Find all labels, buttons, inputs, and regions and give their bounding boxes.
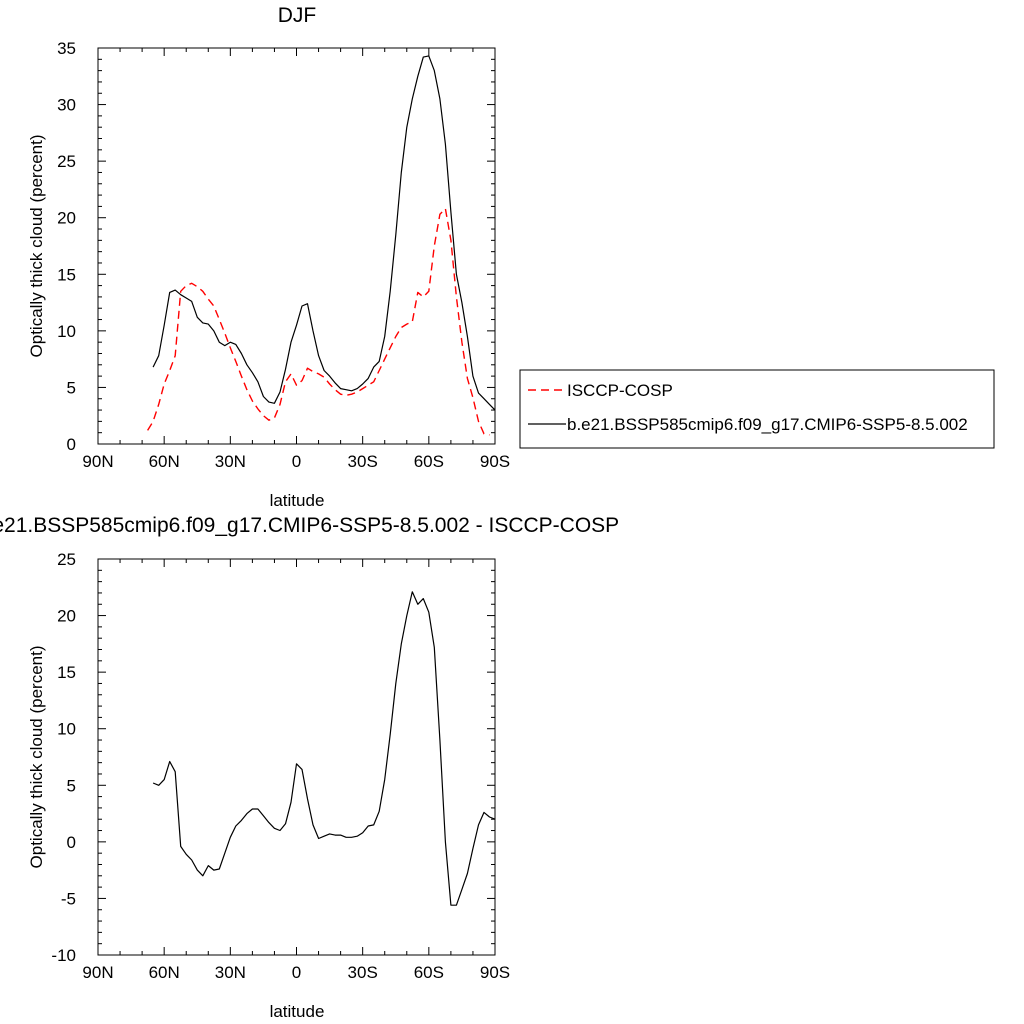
panel1-ylabel: Optically thick cloud (percent) (27, 135, 46, 358)
panel2-ytick-label: -10 (51, 946, 76, 965)
panel1-xtick-label: 90S (480, 452, 510, 471)
panel2-ytick-label: 25 (57, 550, 76, 569)
panel2-title: b.e21.BSSP585cmip6.f09_g17.CMIP6-SSP5-8.… (0, 514, 619, 537)
legend-label-model: b.e21.BSSP585cmip6.f09_g17.CMIP6-SSP5-8.… (567, 415, 968, 434)
panel1-ytick-label: 5 (67, 378, 76, 397)
panel1-series-line-model (152, 55, 496, 411)
panel1-xtick-label: 30S (348, 452, 378, 471)
panel2-xtick-label: 90S (480, 963, 510, 982)
legend-box (519, 369, 995, 449)
panel2-ytick-label: 0 (67, 833, 76, 852)
panel1-title: DJF (278, 4, 317, 27)
panel1-xtick-label: 90N (82, 452, 113, 471)
panel1-ytick-label: 10 (57, 322, 76, 341)
legend-label-isccp: ISCCP-COSP (567, 381, 673, 400)
panel1-xlabel: latitude (270, 491, 325, 510)
panel2-ytick-label: 5 (67, 776, 76, 795)
panel1-xtick-label: 60S (414, 452, 444, 471)
panel2-frame (97, 558, 496, 956)
panel1-ytick-label: 30 (57, 96, 76, 115)
panel1-xtick-label: 0 (292, 452, 301, 471)
panel2-ytick-label: -5 (61, 889, 76, 908)
panel2-xtick-label: 90N (82, 963, 113, 982)
panel2-xtick-label: 30N (215, 963, 246, 982)
panel1-ytick-label: 0 (67, 435, 76, 454)
panel1-xtick-label: 60N (149, 452, 180, 471)
panel2-ylabel: Optically thick cloud (percent) (27, 646, 46, 869)
panel1-plot: 90N 60N 30N 0 30S 60S 90S 0 5 10 15 20 25 30 35 (57, 39, 510, 471)
panel2-ytick-label: 10 (57, 720, 76, 739)
panel2-xtick-label: 60N (149, 963, 180, 982)
panel1-ytick-label: 15 (57, 265, 76, 284)
panel2-xtick-label: 30S (348, 963, 378, 982)
panel2-plot: 90N 60N 30N 0 30S 60S 90S -10 -5 0 5 10 15 20 25 (51, 550, 510, 982)
panel2-xtick-label: 0 (292, 963, 301, 982)
panel2-xlabel: latitude (270, 1002, 325, 1021)
panel2-xtick-label: 60S (414, 963, 444, 982)
legend: ISCCP-COSP b.e21.BSSP585cmip6.f09_g17.CM… (519, 369, 995, 449)
panel1-ytick-label: 20 (57, 209, 76, 228)
panel1-ytick-label: 35 (57, 39, 76, 58)
panel1-series-line-isccp (147, 207, 490, 436)
panel2-ytick-label: 20 (57, 607, 76, 626)
panel1-xtick-label: 30N (215, 452, 246, 471)
panel2-series-line-model (152, 591, 496, 906)
panel1-ytick-label: 25 (57, 152, 76, 171)
panel2-ytick-label: 15 (57, 663, 76, 682)
